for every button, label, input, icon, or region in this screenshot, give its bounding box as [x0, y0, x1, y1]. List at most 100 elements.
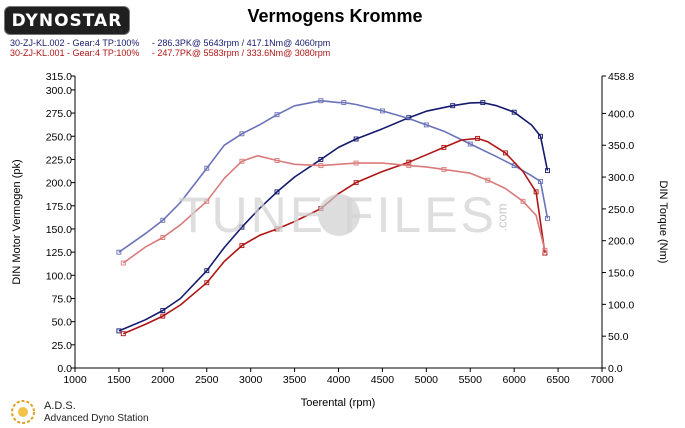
- series-point-30-ZJ-KL.001-torque: [353, 160, 359, 166]
- y-left-tick-label: 250.0: [46, 131, 72, 143]
- series-point-30-ZJ-KL.002-torque: [379, 108, 385, 114]
- series-point-30-ZJ-KL.001-power: [542, 250, 548, 256]
- x-tick-label: 6000: [502, 374, 526, 386]
- series-point-30-ZJ-KL.002-power: [274, 189, 280, 195]
- y-right-tick-label: 0.0: [608, 363, 623, 375]
- series-point-30-ZJ-KL.002-torque: [239, 131, 245, 137]
- series-point-30-ZJ-KL.001-power: [406, 159, 412, 165]
- run-legend-001: 30-ZJ-KL.001 - Gear:4 TP:100% - 247.7PK@…: [10, 48, 331, 58]
- series-line-30-ZJ-KL.002-power: [118, 101, 549, 332]
- y-right-tick-label: 400.0: [608, 108, 634, 120]
- series-point-30-ZJ-KL.001-torque: [485, 177, 491, 183]
- x-axis-label: Toerental (rpm): [301, 397, 376, 409]
- run-legend-002: 30-ZJ-KL.002 - Gear:4 TP:100% - 286.3PK@…: [10, 38, 331, 48]
- y-left-tick-label: 100.0: [46, 270, 72, 282]
- flame-star-icon: [11, 400, 35, 424]
- y-right-tick-label: 300.0: [608, 172, 634, 184]
- watermark-text: TUNE FILES: [178, 187, 497, 243]
- x-tick-label: 1500: [107, 374, 131, 386]
- series-point-30-ZJ-KL.001-torque: [120, 260, 126, 266]
- series-point-30-ZJ-KL.002-power: [545, 168, 550, 174]
- series-point-30-ZJ-KL.001-power: [353, 180, 359, 186]
- x-tick-label: 1000: [63, 374, 87, 386]
- series-point-30-ZJ-KL.001-torque: [406, 163, 412, 169]
- x-tick-label: 6500: [546, 374, 570, 386]
- series-point-30-ZJ-KL.001-power: [475, 135, 480, 141]
- chart-title: Vermogens Kromme: [247, 6, 423, 26]
- watermark-suffix: .com: [494, 203, 510, 232]
- series-point-30-ZJ-KL.001-torque: [441, 166, 447, 172]
- series-point-30-ZJ-KL.001-torque: [160, 235, 166, 240]
- y-right-tick-label: 50.0: [608, 331, 629, 343]
- y-left-tick-label: 75.0: [52, 293, 73, 305]
- series-point-30-ZJ-KL.002-torque: [538, 179, 543, 184]
- series-point-30-ZJ-KL.001-power: [204, 280, 210, 286]
- series-point-30-ZJ-KL.001-power: [120, 331, 126, 337]
- series-point-30-ZJ-KL.001-power: [533, 189, 539, 195]
- series-point-30-ZJ-KL.001-torque: [239, 158, 245, 164]
- y-axis-right-label: DIN Torque (Nm): [657, 181, 669, 264]
- series-line-30-ZJ-KL.002-torque: [118, 99, 549, 253]
- series-point-30-ZJ-KL.001-torque: [542, 247, 548, 253]
- series-point-30-ZJ-KL.002-torque: [116, 249, 122, 255]
- series-point-30-ZJ-KL.002-torque: [423, 122, 429, 128]
- y-left-tick-label: 225.0: [46, 154, 72, 166]
- series-point-30-ZJ-KL.001-torque: [520, 198, 526, 204]
- x-tick-label: 3000: [239, 374, 263, 386]
- y-right-tick-label: 458.8: [608, 71, 634, 83]
- y-left-tick-label: 175.0: [46, 201, 72, 213]
- logo-brand: DYNOSTAR: [11, 11, 123, 31]
- series-point-30-ZJ-KL.001-torque: [204, 198, 210, 204]
- ads-subtitle: Advanced Dyno Station: [44, 413, 149, 424]
- series-point-30-ZJ-KL.002-power: [318, 156, 324, 162]
- series-point-30-ZJ-KL.002-power: [538, 133, 543, 139]
- series-line-30-ZJ-KL.001-torque: [122, 154, 546, 264]
- series-point-30-ZJ-KL.002-torque: [274, 112, 280, 118]
- chart-series: [116, 98, 550, 337]
- y-left-tick-label: 315.0: [46, 71, 72, 83]
- chart-ticks: 1000 1500 2000 2500 3000 3500 4000 4500 5000 5500…: [46, 71, 635, 386]
- series-point-30-ZJ-KL.002-torque: [204, 165, 210, 171]
- series-point-30-ZJ-KL.002-torque: [511, 163, 517, 169]
- series-point-30-ZJ-KL.002-torque: [545, 215, 550, 221]
- y-left-tick-label: 125.0: [46, 247, 72, 259]
- logo-version: v. 8.7: [112, 28, 129, 35]
- series-point-30-ZJ-KL.001-power: [502, 150, 508, 156]
- series-point-30-ZJ-KL.002-power: [450, 103, 456, 109]
- series-point-30-ZJ-KL.002-power: [480, 100, 486, 106]
- series-point-30-ZJ-KL.002-power: [204, 268, 210, 274]
- x-tick-label: 3500: [283, 374, 307, 386]
- series-point-30-ZJ-KL.001-torque: [274, 158, 280, 163]
- y-right-tick-label: 150.0: [608, 268, 634, 280]
- series-point-30-ZJ-KL.002-torque: [318, 98, 324, 104]
- series-point-30-ZJ-KL.001-torque: [318, 163, 324, 169]
- series-point-30-ZJ-KL.002-torque: [341, 100, 347, 105]
- series-point-30-ZJ-KL.001-power: [239, 243, 245, 249]
- dynostar-logo: DYNOSTAR: [4, 6, 130, 35]
- y-right-tick-label: 350.0: [608, 140, 634, 152]
- series-point-30-ZJ-KL.002-torque: [467, 141, 473, 147]
- series-point-30-ZJ-KL.002-power: [116, 328, 122, 334]
- series-point-30-ZJ-KL.002-power: [160, 308, 166, 313]
- series-point-30-ZJ-KL.002-power: [511, 109, 517, 115]
- x-tick-label: 5000: [415, 374, 439, 386]
- x-tick-label: 7000: [590, 374, 614, 386]
- x-tick-label: 2500: [195, 374, 219, 386]
- ads-footer: A.D.S. Advanced Dyno Station: [8, 397, 178, 427]
- series-point-30-ZJ-KL.002-torque: [160, 217, 166, 223]
- y-left-tick-label: 150.0: [46, 224, 72, 236]
- x-tick-label: 4000: [327, 374, 351, 386]
- y-right-tick-label: 250.0: [608, 204, 634, 216]
- y-right-tick-label: 100.0: [608, 299, 634, 311]
- y-left-tick-label: 0.0: [57, 363, 72, 375]
- series-point-30-ZJ-KL.001-power: [441, 144, 447, 150]
- x-tick-label: 2000: [151, 374, 175, 386]
- watermark-car-icon: [318, 194, 360, 236]
- y-left-tick-label: 300.0: [46, 85, 72, 97]
- y-left-tick-label: 275.0: [46, 108, 72, 120]
- series-point-30-ZJ-KL.002-power: [239, 224, 245, 230]
- y-left-tick-label: 200.0: [46, 178, 72, 190]
- y-left-tick-label: 50.0: [52, 317, 73, 329]
- series-line-30-ZJ-KL.001-power: [122, 137, 546, 335]
